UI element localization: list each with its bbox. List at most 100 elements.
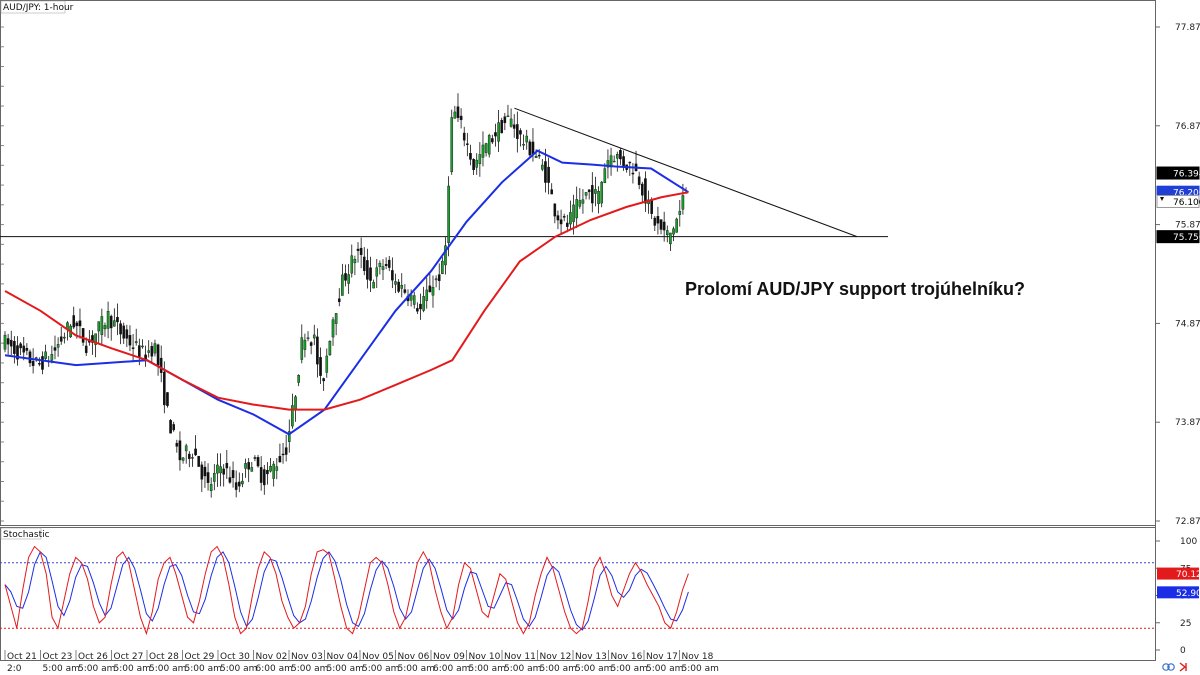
candle-body [269,466,272,472]
candle-body [103,325,107,330]
candle-body [656,216,660,224]
candle-body [519,130,522,135]
x-tick-date: Nov 09 [433,652,465,662]
candle-body [672,228,675,235]
candle-body [662,221,666,231]
candle-body [19,343,22,349]
candle-body [50,353,54,361]
candle-body [456,106,460,118]
candle-body [541,164,544,170]
candle-body [312,334,316,339]
candle-body [640,183,644,196]
candle-body [156,344,160,366]
candle-body [353,258,357,264]
candle-body [84,345,88,353]
stochastic-tick-label: 100 [1180,537,1197,547]
candle-body [341,274,344,296]
candle-body [681,195,685,210]
candle-body [566,222,569,227]
candle-body [44,351,47,359]
x-tick-time: 5:00 am [78,664,115,674]
candle-body [450,117,454,173]
candle-body [459,115,463,121]
stochastic-tag [1157,586,1199,599]
stochastic-d-line [4,551,689,631]
candle-body [525,135,529,143]
candle-body [528,141,532,156]
candle-body [175,442,179,447]
candle-body [553,203,557,217]
candle-body [213,473,216,482]
candle-body [122,325,126,339]
candle-body [503,116,507,124]
x-tick-date: Oct 27 [114,652,144,662]
candle-body [163,371,166,406]
candle-body [619,150,622,160]
x-tick-date: Nov 18 [682,652,714,662]
candle-body [53,347,57,351]
stochastic-tag-label: 52.90 [1176,589,1200,599]
x-tick-time: 5:00 am [611,664,648,674]
candle-body [644,178,647,204]
x-tick-date: Nov 05 [362,652,394,662]
link-icon[interactable] [1162,663,1175,671]
candle-body [178,440,182,461]
x-tick-time: 5:00 am [540,664,577,674]
red-moving-average [4,191,689,411]
candle-body [481,144,485,158]
x-tick-time: 5:00 am [114,664,151,674]
candle-body [294,396,297,410]
y-tick-label: 77.872 [1175,23,1200,33]
candle-body [138,345,141,358]
stochastic-tick-label: 25 [1180,619,1191,629]
jump-to-end-icon[interactable] [1179,662,1187,672]
x-tick-time: 5:00 am [291,664,328,674]
x-tick-date: Nov 11 [504,652,536,662]
candle-body [203,466,207,477]
candle-body [278,455,282,463]
candle-body [469,153,472,160]
price-tag-label: 75.750 [1173,233,1200,243]
candle-body [416,308,419,312]
candle-body [181,457,185,461]
candle-body [447,185,450,243]
candle-body [216,464,219,474]
candle-body [494,132,497,137]
candle-body [622,156,625,167]
candle-body [466,143,469,145]
candle-body [134,341,138,344]
candle-body [194,448,197,456]
candle-body [578,200,582,207]
x-tick-date: Oct 21 [7,652,37,662]
candle-body [522,143,525,146]
candle-body [150,346,154,357]
stochastic-tag [1157,567,1199,580]
candle-body [13,341,16,354]
candle-body [512,124,516,129]
candle-body [31,361,35,366]
candle-body [600,181,603,204]
candle-body [225,462,229,469]
candle-body [281,453,285,456]
candle-body [434,278,438,281]
candle-body [362,256,366,271]
candle-body [403,289,407,293]
candle-body [665,230,669,236]
candle-body [453,111,457,119]
y-tick-label: 74.872 [1175,319,1200,329]
candle-body [78,320,82,327]
x-tick-time: 5:00 am [362,664,399,674]
x-tick-time: 5:00 am [43,664,80,674]
candle-body [350,255,354,274]
candle-body [38,363,41,365]
main-series: 76.394 76.20076.106 75.750 [0,93,1200,498]
candle-body [116,316,119,323]
candle-body [275,466,279,471]
stochastic-k-line [4,545,689,636]
candle-body [509,118,513,127]
candle-body [41,356,44,370]
price-down-arrow [1160,197,1164,201]
candle-body [669,232,672,245]
candle-body [378,263,382,267]
x-tick-time: 6:00 am [256,664,293,674]
